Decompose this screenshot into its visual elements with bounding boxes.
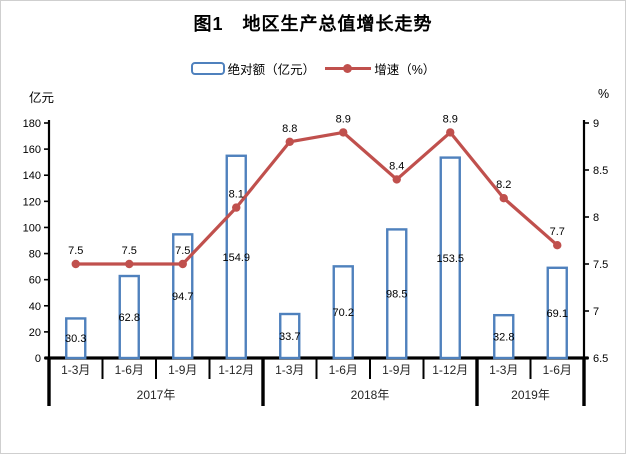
category-label: 1-9月 xyxy=(168,363,197,377)
line-data-label: 8.2 xyxy=(496,179,511,191)
line-data-label: 7.5 xyxy=(175,245,190,257)
y-axis-left-tick-label: 80 xyxy=(29,249,41,261)
y-axis-left-tick-label: 180 xyxy=(23,118,41,130)
y-axis-left-tick-label: 60 xyxy=(29,275,41,287)
category-label: 1-9月 xyxy=(382,363,411,377)
bar-data-label: 70.2 xyxy=(333,307,354,319)
y-axis-left-tick-label: 0 xyxy=(35,353,41,365)
bar xyxy=(225,154,247,360)
y-axis-left-tick-label: 100 xyxy=(23,222,41,234)
bar xyxy=(65,317,87,360)
bar-series: 30.3 62.8 94.7 154.9 33.7 70.2 98.5 153.5 32.8 69… xyxy=(65,154,568,360)
y-axis-left-tick-label: 40 xyxy=(29,301,41,313)
line-marker xyxy=(499,194,508,203)
line-swatch-marker-icon xyxy=(343,63,353,73)
bar xyxy=(439,156,461,360)
bar-series-swatch xyxy=(190,61,225,75)
line-marker xyxy=(553,241,562,250)
line-data-label: 8.9 xyxy=(443,113,458,125)
year-label: 2017年 xyxy=(137,388,176,402)
line-marker xyxy=(125,259,134,269)
line-data-label: 8.9 xyxy=(336,113,351,125)
y-axis-right-tick-label: 9 xyxy=(593,118,599,130)
line-marker xyxy=(285,137,294,146)
line-data-label: 7.5 xyxy=(68,245,83,257)
line-marker xyxy=(178,259,187,269)
line-series: 7.5 7.5 7.5 8.1 8.8 8.9 8.4 8.9 8.2 7.7 xyxy=(68,113,565,269)
x-axis: 1-3月 1-6月 1-9月 1-12月 1-3月 1-6月 1-9月 1-12月 1-3月 1-… xyxy=(44,356,589,406)
category-label: 1-6月 xyxy=(115,363,144,377)
y-axis-right-tick-label: 8 xyxy=(593,212,599,224)
bar-data-label: 94.7 xyxy=(172,291,193,303)
y-axis-left-tick-label: 160 xyxy=(23,144,41,156)
bar-data-label: 98.5 xyxy=(386,289,407,301)
right-axis-unit-label: % xyxy=(598,87,610,101)
line-data-label: 7.7 xyxy=(550,226,565,238)
category-label: 1-12月 xyxy=(432,363,468,377)
line-data-label: 7.5 xyxy=(122,245,137,257)
bar-data-label: 154.9 xyxy=(222,252,250,264)
legend-bar-label: 绝对额（亿元） xyxy=(227,62,316,77)
category-label: 1-12月 xyxy=(218,363,254,377)
y-axis-left-tick-label: 140 xyxy=(23,170,41,182)
category-label: 1-6月 xyxy=(543,363,572,377)
category-label: 1-3月 xyxy=(61,363,90,377)
y-axis-left-tick-label: 20 xyxy=(29,327,41,339)
bar xyxy=(386,228,408,360)
legend-item-line: 增速（%） xyxy=(325,59,435,78)
y-axis-right-tick-label: 6.5 xyxy=(593,353,608,365)
bar-data-label: 69.1 xyxy=(547,308,568,320)
legend-line-label: 增速（%） xyxy=(374,62,436,77)
bar-data-label: 33.7 xyxy=(279,331,300,343)
line-marker xyxy=(232,203,241,212)
line-series-swatch xyxy=(325,62,372,74)
y-axis-right-tick-label: 7.5 xyxy=(593,259,608,271)
left-axis-unit-label: 亿元 xyxy=(29,91,55,105)
bar xyxy=(493,313,515,360)
y-axis-right-tick-label: 8.5 xyxy=(593,165,608,177)
bar xyxy=(279,312,301,360)
category-label: 1-3月 xyxy=(489,363,518,377)
legend-item-bar: 绝对额（亿元） xyxy=(190,59,316,78)
chart-legend: 绝对额（亿元） 增速（%） xyxy=(1,59,625,77)
bar xyxy=(332,265,354,360)
bar-data-label: 30.3 xyxy=(65,333,86,345)
y-axis-left: 0 20 40 60 80 100 120 140 160 180 xyxy=(23,118,51,365)
chart-title: 图1 地区生产总值增长走势 xyxy=(193,14,433,34)
growth-line xyxy=(74,130,559,266)
line-data-label: 8.8 xyxy=(282,123,297,135)
year-label: 2019年 xyxy=(511,388,550,402)
y-axis-left-tick-label: 120 xyxy=(23,196,41,208)
line-marker xyxy=(392,175,401,184)
line-data-label: 8.1 xyxy=(229,189,244,201)
line-marker xyxy=(446,128,455,137)
y-axis-right-tick-label: 7 xyxy=(593,306,599,318)
category-label: 1-6月 xyxy=(329,363,358,377)
line-data-label: 8.4 xyxy=(389,160,404,172)
bar-data-label: 153.5 xyxy=(436,253,464,265)
y-axis-right: 6.5 7 7.5 8 8.5 9 xyxy=(582,118,608,365)
bar xyxy=(118,274,140,360)
line-marker xyxy=(71,259,80,269)
bar-data-label: 62.8 xyxy=(119,312,140,324)
category-label: 1-3月 xyxy=(275,363,304,377)
bar xyxy=(546,266,568,360)
year-label: 2018年 xyxy=(351,388,390,402)
bar-data-label: 32.8 xyxy=(493,332,514,344)
line-marker xyxy=(339,128,348,137)
